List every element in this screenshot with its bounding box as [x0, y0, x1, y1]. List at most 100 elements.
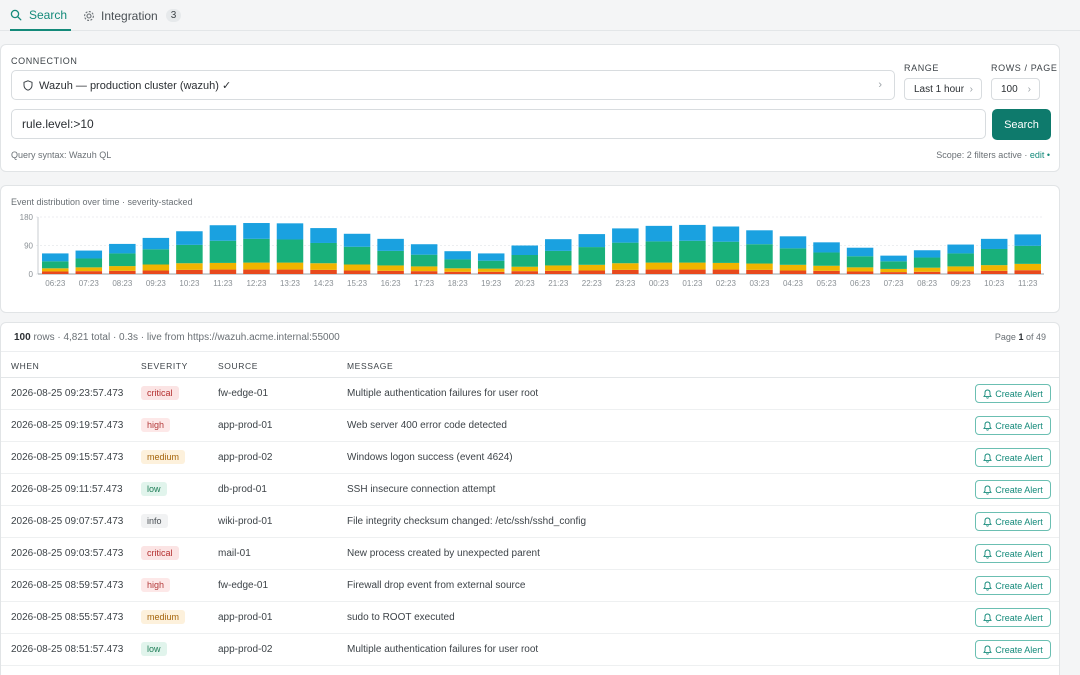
bar-segment — [545, 270, 572, 274]
bar-segment — [1014, 263, 1041, 271]
tab-integration[interactable]: Integration 3 — [83, 0, 182, 31]
row-source: mail-01 — [218, 548, 251, 559]
bar-segment — [980, 265, 1008, 271]
create-alert-button[interactable]: Create Alert — [975, 384, 1051, 403]
query-input[interactable] — [11, 109, 986, 139]
bar-segment — [276, 239, 304, 263]
bar-segment — [276, 262, 304, 270]
chart-title: Event distribution over time · severity-… — [11, 197, 193, 207]
table-header: WHEN SEVERITY SOURCE MESSAGE — [1, 351, 1059, 378]
x-tick-label: 09:23 — [146, 279, 167, 288]
x-tick-label: 03:23 — [749, 279, 770, 288]
x-tick-label: 05:23 — [817, 279, 838, 288]
table-row[interactable]: 2026-08-25 08:55:57.473 medium app-prod-01… — [1, 602, 1059, 634]
row-source: app-prod-02 — [218, 644, 273, 655]
bar-segment — [679, 262, 706, 270]
table-row[interactable]: 2026-08-25 09:19:57.473 high app-prod-01 We… — [1, 410, 1059, 442]
create-alert-button[interactable]: Create Alert — [975, 640, 1051, 659]
results-summary: 100 rows · 4,821 total · 0.3s · live fro… — [14, 332, 340, 343]
x-tick-label: 16:23 — [381, 279, 402, 288]
bar-segment — [578, 234, 606, 248]
create-alert-button[interactable]: Create Alert — [975, 576, 1051, 595]
create-alert-button[interactable]: Create Alert — [975, 448, 1051, 467]
x-tick-label: 19:23 — [481, 279, 502, 288]
bar-segment — [444, 259, 471, 269]
event-distribution-card: Event distribution over time · severity-… — [0, 185, 1060, 313]
query-panel: CONNECTION Wazuh — production cluster (w… — [0, 44, 1060, 172]
bar-segment — [310, 242, 337, 264]
bar-segment — [243, 262, 270, 270]
create-alert-label: Create Alert — [995, 420, 1043, 431]
row-message: Web server 400 error code detected — [347, 420, 507, 431]
x-tick-label: 13:23 — [280, 279, 301, 288]
bar-segment — [109, 253, 136, 267]
create-alert-button[interactable]: Create Alert — [975, 512, 1051, 531]
bar-segment — [477, 260, 505, 269]
x-tick-label: 08:23 — [112, 279, 133, 288]
connection-select[interactable]: Wazuh — production cluster (wazuh) ✓ › — [11, 70, 895, 100]
rows-per-page-select[interactable]: 100 › — [991, 78, 1040, 100]
column-source[interactable]: SOURCE — [218, 361, 258, 371]
bar-segment — [377, 270, 404, 274]
table-row[interactable]: 2026-08-25 09:03:57.473 critical mail-01 Ne… — [1, 538, 1059, 570]
bar-segment — [209, 225, 237, 241]
table-row[interactable]: 2026-08-25 08:51:57.473 low app-prod-02 Mul… — [1, 634, 1059, 666]
column-severity[interactable]: SEVERITY — [141, 361, 188, 371]
table-row[interactable]: 2026-08-25 09:07:57.473 info wiki-prod-01 F… — [1, 506, 1059, 538]
table-row[interactable]: 2026-08-25 09:11:57.473 low db-prod-01 SSH … — [1, 474, 1059, 506]
bar-segment — [880, 261, 907, 269]
severity-badge: low — [141, 482, 167, 496]
bar-segment — [75, 250, 103, 259]
pagination: Page 1 of 49 — [995, 332, 1046, 342]
bell-icon — [983, 645, 993, 655]
connection-label: CONNECTION — [11, 56, 78, 66]
x-tick-label: 06:23 — [850, 279, 871, 288]
create-alert-button[interactable]: Create Alert — [975, 480, 1051, 499]
bar-segment — [578, 264, 606, 271]
bar-segment — [1014, 234, 1041, 246]
create-alert-label: Create Alert — [995, 388, 1043, 399]
bar-segment — [343, 233, 371, 247]
range-select[interactable]: Last 1 hour › — [904, 78, 982, 100]
range-label: RANGE — [904, 63, 940, 73]
bar-segment — [410, 266, 438, 272]
bar-segment — [209, 269, 237, 274]
bar-segment — [444, 251, 471, 260]
bar-segment — [779, 248, 807, 265]
bar-segment — [142, 249, 170, 265]
bar-segment — [511, 271, 538, 274]
bar-segment — [846, 247, 874, 257]
scope-edit-link[interactable]: edit — [1029, 150, 1045, 160]
bar-segment — [980, 270, 1008, 274]
create-alert-button[interactable]: Create Alert — [975, 544, 1051, 563]
search-button[interactable]: Search — [992, 109, 1051, 140]
bar-segment — [343, 246, 371, 265]
x-tick-label: 12:23 — [246, 279, 267, 288]
bar-segment — [176, 231, 203, 245]
rows-per-page-label: ROWS / PAGE — [991, 63, 1058, 73]
row-source: wiki-prod-01 — [218, 516, 273, 527]
row-message: sudo to ROOT executed — [347, 612, 455, 623]
column-when[interactable]: WHEN — [11, 361, 40, 371]
table-row[interactable]: 2026-08-25 09:23:57.473 critical fw-edge-0… — [1, 378, 1059, 410]
bar-segment — [477, 268, 505, 272]
bar-segment — [142, 237, 170, 250]
tab-search[interactable]: Search — [10, 0, 71, 31]
bar-segment — [746, 230, 773, 245]
row-source: db-prod-01 — [218, 484, 267, 495]
x-tick-label: 04:23 — [783, 279, 804, 288]
create-alert-button[interactable]: Create Alert — [975, 416, 1051, 435]
x-tick-label: 01:23 — [682, 279, 703, 288]
page-suffix: of 49 — [1023, 332, 1046, 342]
bar-segment — [612, 269, 639, 274]
create-alert-button[interactable]: Create Alert — [975, 608, 1051, 627]
bar-segment — [142, 270, 170, 274]
row-source: app-prod-01 — [218, 420, 273, 431]
bar-segment — [779, 236, 807, 249]
y-tick-label: 0 — [29, 270, 34, 279]
bar-segment — [679, 224, 706, 241]
table-row[interactable]: 2026-08-25 08:59:57.473 high fw-edge-01 Fir… — [1, 570, 1059, 602]
column-message[interactable]: MESSAGE — [347, 361, 394, 371]
row-message: Multiple authentication failures for use… — [347, 388, 539, 399]
table-row[interactable]: 2026-08-25 09:15:57.473 medium app-prod-02… — [1, 442, 1059, 474]
